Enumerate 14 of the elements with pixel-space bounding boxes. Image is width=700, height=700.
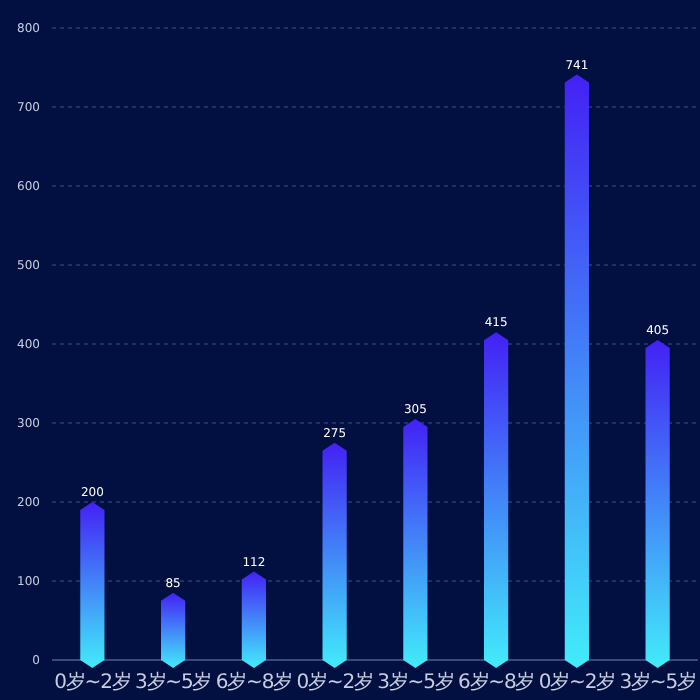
x-tick-label: 6岁~8岁 [458, 670, 535, 694]
bar [564, 74, 589, 668]
x-tick-label: 0岁~2岁 [296, 670, 373, 694]
x-tick-label: 3岁~5岁 [135, 670, 212, 694]
bar [645, 340, 670, 668]
x-tick-label: 6岁~8岁 [215, 670, 292, 694]
bar [484, 332, 509, 668]
bar [322, 442, 347, 668]
bar [403, 419, 428, 668]
x-tick-label: 3岁~5岁 [377, 670, 454, 694]
x-tick-label: 3岁~5岁 [619, 670, 696, 694]
x-tick-label: 0岁~2岁 [538, 670, 615, 694]
x-tick-label: 0岁~2岁 [54, 670, 131, 694]
bar [80, 502, 105, 668]
